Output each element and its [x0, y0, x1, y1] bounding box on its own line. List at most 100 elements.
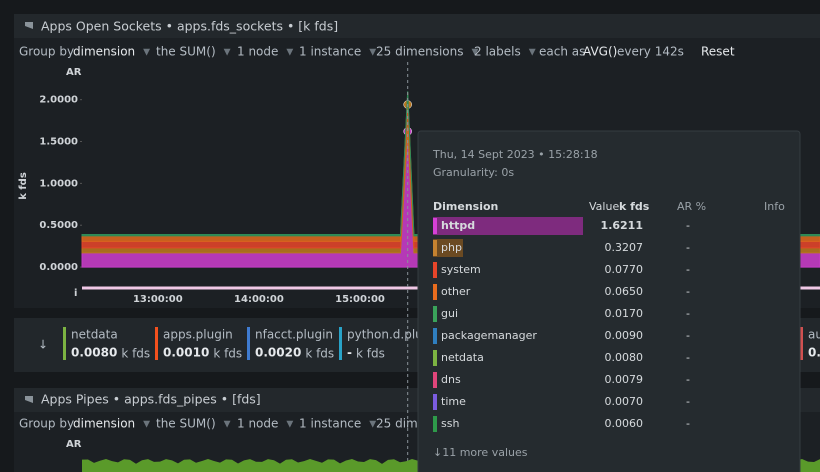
row-color: [433, 328, 437, 344]
toolbar-item[interactable]: 25 dimensions: [376, 45, 464, 59]
row-ar: -: [686, 395, 690, 408]
legend-color: [339, 327, 342, 360]
row-color: [433, 416, 437, 432]
tooltip-header: Value: [589, 200, 619, 213]
caret: ▼: [286, 420, 293, 430]
row-color: [433, 240, 437, 256]
row-color: [433, 372, 437, 388]
row-value: 0.0770: [605, 263, 644, 276]
legend-value: 0.0020: [255, 346, 301, 360]
y-tick-label: 1.0000: [39, 178, 78, 189]
legend-value: 0.0010: [163, 346, 209, 360]
toolbar-item[interactable]: 2 labels: [474, 45, 521, 59]
row-name: packagemanager: [441, 329, 537, 342]
toolbar-item[interactable]: the SUM(): [156, 417, 216, 431]
toolbar-item: each as: [539, 45, 585, 59]
panel-header: [14, 14, 820, 38]
x-tick-label: 14:00:00: [234, 294, 284, 305]
tooltip-header: Info: [764, 200, 785, 213]
caret: ▼: [143, 48, 150, 58]
row-ar: -: [686, 241, 690, 254]
caret: ▼: [224, 420, 231, 430]
row-name: netdata: [441, 351, 484, 364]
row-color: [433, 350, 437, 366]
collapse-arrow[interactable]: ↓: [38, 338, 48, 352]
row-value: 0.0650: [605, 285, 644, 298]
caret: ▼: [369, 420, 376, 430]
row-ar: -: [686, 219, 690, 232]
legend-name: au: [808, 328, 820, 342]
row-color: [433, 394, 437, 410]
toolbar-item[interactable]: 1 node: [237, 417, 278, 431]
tooltip-header: AR %: [677, 200, 706, 213]
tooltip-header: Dimension: [433, 200, 498, 213]
tooltip-header: k fds: [619, 200, 650, 213]
toolbar-item[interactable]: Reset: [701, 45, 735, 59]
legend-name: apps.plugin: [163, 328, 233, 342]
panel-title: Apps Pipes • apps.fds_pipes • [fds]: [41, 392, 261, 407]
toolbar-item[interactable]: every 142s: [617, 45, 684, 59]
toolbar-item[interactable]: 1 instance: [299, 45, 361, 59]
row-value: 0.0090: [605, 329, 644, 342]
row-ar: -: [686, 285, 690, 298]
row-name: dns: [441, 373, 461, 386]
row-name: gui: [441, 307, 458, 320]
row-name: ssh: [441, 417, 459, 430]
toolbar-item[interactable]: the SUM(): [156, 45, 216, 59]
y-tick-label: 2.0000: [39, 95, 78, 106]
toolbar-item: Group by: [19, 45, 74, 59]
panel-icon: [25, 22, 33, 29]
row-ar: -: [686, 307, 690, 320]
row-value: 1.6211: [601, 219, 643, 232]
caret: ▼: [224, 48, 231, 58]
row-name: time: [441, 395, 466, 408]
y-axis-label: k fds: [18, 172, 29, 200]
row-value: 0.0060: [605, 417, 644, 430]
legend-color: [155, 327, 158, 360]
area: [81, 91, 820, 237]
toolbar-item[interactable]: 1 instance: [299, 417, 361, 431]
row-ar: -: [686, 263, 690, 276]
legend-unit: k fds: [213, 347, 242, 361]
row-value: 0.0070: [605, 395, 644, 408]
top-label: AR: [66, 439, 82, 450]
tooltip-date: Thu, 14 Sept 2023 • 15:28:18: [432, 148, 598, 161]
legend-name: nfacct.plugin: [255, 328, 333, 342]
caret: ▼: [369, 48, 376, 58]
row-color: [433, 218, 437, 234]
toolbar-item[interactable]: 1 node: [237, 45, 278, 59]
y-tick-label: 0.5000: [39, 220, 78, 231]
row-name: other: [441, 285, 471, 298]
row-color: [433, 262, 437, 278]
legend-name: netdata: [71, 328, 118, 342]
caret: ▼: [472, 48, 479, 58]
toolbar-item[interactable]: dimension: [73, 417, 135, 431]
toolbar-item[interactable]: AVG(): [583, 45, 617, 59]
row-ar: -: [686, 417, 690, 430]
row-value: 0.0080: [605, 351, 644, 364]
row-value: 0.0079: [605, 373, 644, 386]
row-name: httpd: [441, 219, 475, 232]
top-label: AR: [66, 67, 82, 78]
legend-unit: k fds: [305, 347, 334, 361]
row-ar: -: [686, 351, 690, 364]
panel-title: Apps Open Sockets • apps.fds_sockets • […: [41, 19, 338, 34]
x-tick-label: 13:00:00: [133, 294, 183, 305]
legend-value: 0.: [808, 346, 820, 360]
y-tick-label: 1.5000: [39, 137, 78, 148]
tooltip-granularity: Granularity: 0s: [433, 166, 514, 179]
tooltip-more[interactable]: ↓11 more values: [433, 446, 528, 459]
row-name: system: [441, 263, 481, 276]
tooltip-box: [417, 130, 801, 472]
legend-unit: k fds: [121, 347, 150, 361]
row-ar: -: [686, 329, 690, 342]
caret: ▼: [286, 48, 293, 58]
panel-icon: [25, 396, 33, 403]
legend-color: [63, 327, 66, 360]
caret: ▼: [143, 420, 150, 430]
toolbar-item[interactable]: dimension: [73, 45, 135, 59]
legend-color: [247, 327, 250, 360]
y-tick-label: 0.0000: [39, 262, 78, 273]
row-ar: -: [686, 373, 690, 386]
legend-value: 0.0080: [71, 346, 117, 360]
